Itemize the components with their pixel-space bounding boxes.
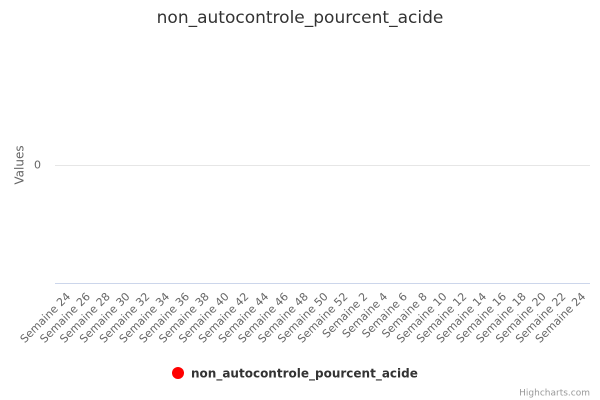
y-axis-title: Values (13, 145, 27, 184)
legend-label: non_autocontrole_pourcent_acide (191, 367, 418, 382)
chart-title: non_autocontrole_pourcent_acide (157, 8, 444, 28)
y-tick-label: 0 (34, 159, 41, 172)
legend-marker (172, 367, 184, 379)
credits: Highcharts.com (519, 389, 590, 399)
